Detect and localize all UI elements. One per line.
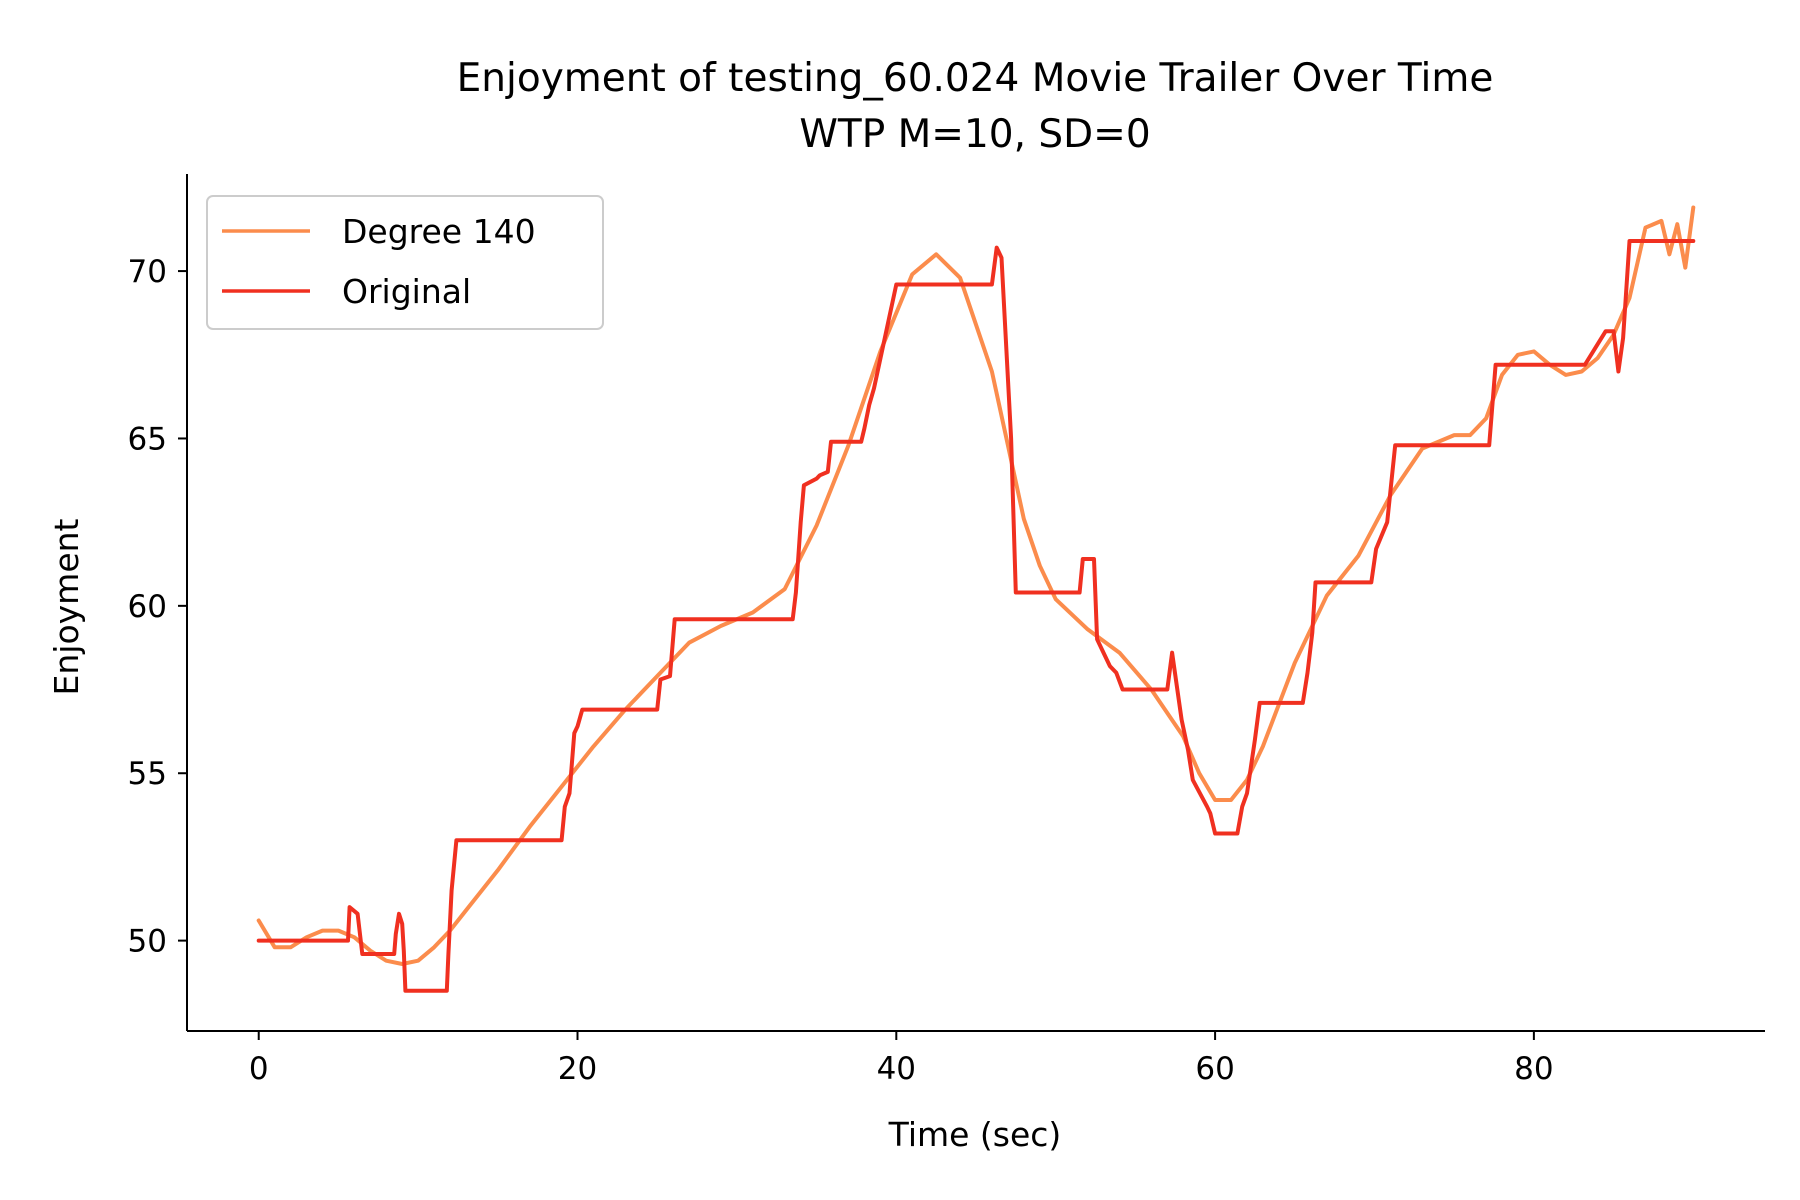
y-tick-label: 50 (128, 924, 167, 960)
y-axis-label: Enjoyment (47, 518, 86, 695)
y-tick-label: 70 (128, 254, 167, 290)
chart-title: Enjoyment of testing_60.024 Movie Traile… (457, 56, 1494, 101)
y-tick-label: 60 (128, 589, 167, 625)
y-ticks: 50 55 60 65 70 (128, 254, 187, 960)
x-tick-label: 60 (1195, 1051, 1234, 1087)
chart-subtitle: WTP M=10, SD=0 (799, 112, 1150, 157)
x-axis-label: Time (sec) (888, 1115, 1062, 1154)
x-tick-label: 20 (558, 1051, 597, 1087)
x-tick-label: 80 (1514, 1051, 1553, 1087)
legend: Degree 140 Original (206, 195, 604, 330)
legend-label-original: Original (342, 272, 471, 311)
x-tick-label: 40 (877, 1051, 916, 1087)
y-tick-label: 55 (128, 756, 167, 792)
y-tick-label: 65 (128, 421, 167, 457)
x-ticks: 0 20 40 60 80 (249, 1031, 1554, 1087)
x-tick-label: 0 (249, 1051, 269, 1087)
legend-label-degree-140: Degree 140 (342, 212, 536, 251)
plot-lines (256, 205, 1696, 993)
series-line-original (256, 239, 1696, 993)
